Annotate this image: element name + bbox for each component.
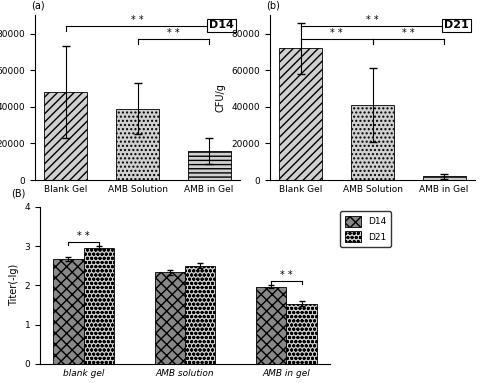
Text: * *: * * xyxy=(366,15,379,25)
Bar xyxy=(84,248,114,364)
Text: * *: * * xyxy=(330,28,343,38)
Bar xyxy=(286,304,317,364)
Bar xyxy=(256,286,286,364)
Text: (b): (b) xyxy=(266,0,280,10)
Bar xyxy=(53,259,84,364)
Bar xyxy=(351,105,394,180)
Text: * *: * * xyxy=(78,231,90,241)
Text: (B): (B) xyxy=(11,189,26,199)
Text: D21: D21 xyxy=(444,20,469,30)
Legend: D14, D21: D14, D21 xyxy=(340,211,391,247)
Bar xyxy=(116,109,159,180)
Bar xyxy=(188,151,230,180)
Y-axis label: CFU/g: CFU/g xyxy=(216,83,226,112)
Bar xyxy=(154,272,185,364)
Bar xyxy=(422,176,466,180)
Text: * *: * * xyxy=(131,15,144,25)
Bar xyxy=(44,92,88,180)
Text: * *: * * xyxy=(280,270,292,280)
Bar xyxy=(185,266,216,364)
Text: * *: * * xyxy=(167,28,179,38)
Bar xyxy=(280,48,322,180)
Text: * *: * * xyxy=(402,28,414,38)
Y-axis label: Titer(-lg): Titer(-lg) xyxy=(9,264,19,306)
Text: (a): (a) xyxy=(31,0,44,10)
Text: D14: D14 xyxy=(209,20,234,30)
